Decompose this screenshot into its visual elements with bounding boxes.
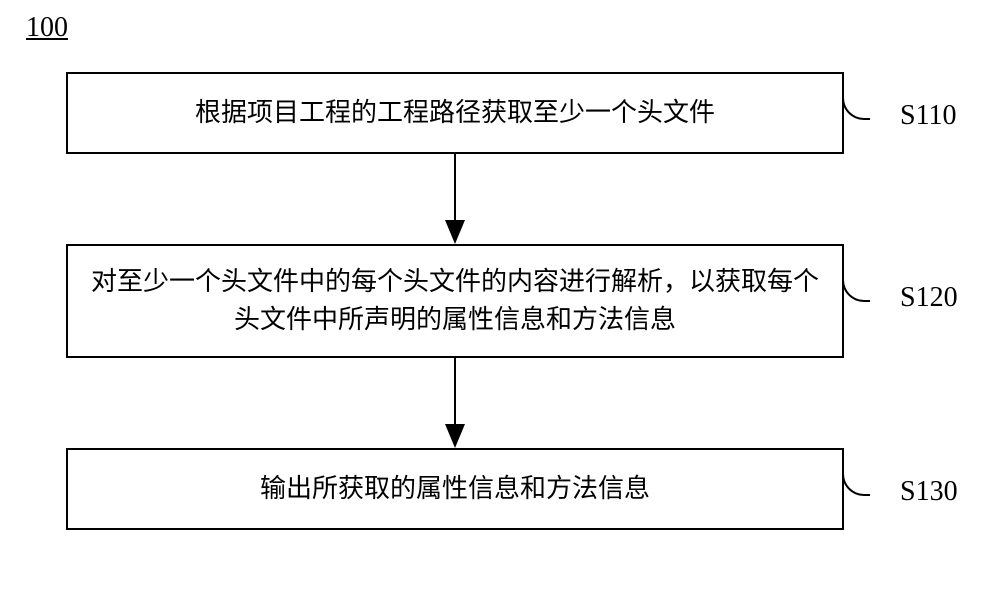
step-label-s120: S120 <box>900 282 958 314</box>
flow-step-text: 根据项目工程的工程路径获取至少一个头文件 <box>195 94 715 132</box>
label-connector-notch <box>842 92 870 120</box>
step-label-s110: S110 <box>900 100 957 132</box>
flow-step-text: 输出所获取的属性信息和方法信息 <box>260 470 650 508</box>
label-connector-notch <box>842 468 870 496</box>
figure-id-label: 100 <box>26 12 68 44</box>
label-connector-notch <box>842 274 870 302</box>
flow-step-s120: 对至少一个头文件中的每个头文件的内容进行解析，以获取每个头文件中所声明的属性信息… <box>66 244 844 358</box>
arrow-s110-s120 <box>445 154 465 244</box>
flow-step-text: 对至少一个头文件中的每个头文件的内容进行解析，以获取每个头文件中所声明的属性信息… <box>88 263 822 338</box>
step-label-s130: S130 <box>900 476 958 508</box>
flow-step-s110: 根据项目工程的工程路径获取至少一个头文件 <box>66 72 844 154</box>
flowchart-canvas: { "figure": { "id_label": "100", "type":… <box>0 0 1000 591</box>
flow-step-s130: 输出所获取的属性信息和方法信息 <box>66 448 844 530</box>
arrow-s120-s130 <box>445 358 465 448</box>
